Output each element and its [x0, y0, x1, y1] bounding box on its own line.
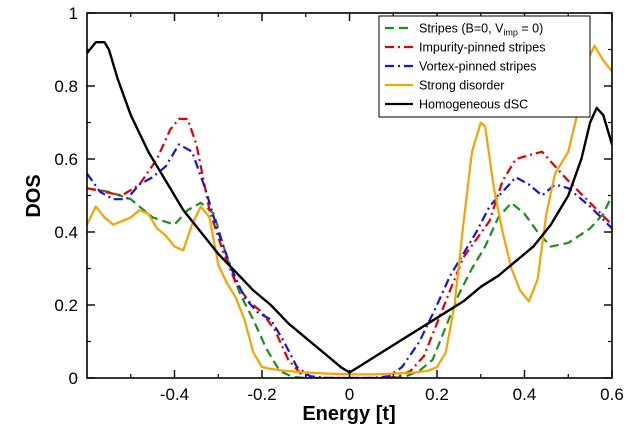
x-tick-label: -0.2 [247, 385, 276, 404]
x-tick-label: 0.2 [425, 385, 449, 404]
series-line-2 [87, 143, 612, 378]
y-axis-title: DOS [23, 174, 45, 217]
series-line-0 [87, 187, 612, 378]
x-tick-label: -0.4 [160, 385, 189, 404]
legend: Stripes (B=0, Vimp = 0) Impurity-pinned s… [378, 15, 591, 118]
y-tick-label: 0.4 [54, 223, 78, 242]
x-tick-label: 0.4 [513, 385, 537, 404]
legend-label: Vortex-pinned stripes [419, 60, 536, 74]
legend-label: Impurity-pinned stripes [419, 41, 545, 55]
y-axis: 0 0.2 0.4 0.6 0.8 1 [54, 4, 612, 388]
legend-label: Strong disorder [419, 79, 504, 93]
y-tick-label: 0.8 [54, 77, 78, 96]
legend-label: Homogeneous dSC [419, 98, 528, 112]
y-tick-label: 1 [69, 4, 78, 23]
legend-box [378, 15, 591, 118]
y-tick-label: 0.2 [54, 296, 78, 315]
x-tick-label: 0 [345, 385, 354, 404]
x-tick-label: 0.6 [600, 385, 624, 404]
x-axis-title: Energy [t] [302, 403, 395, 425]
y-tick-label: 0.6 [54, 150, 78, 169]
y-tick-label: 0 [69, 369, 78, 388]
x-axis: -0.4 -0.2 0 0.2 0.4 0.6 [130, 13, 624, 404]
legend-label: Stripes (B=0, Vimp = 0) [419, 22, 543, 38]
series-line-1 [87, 117, 612, 378]
